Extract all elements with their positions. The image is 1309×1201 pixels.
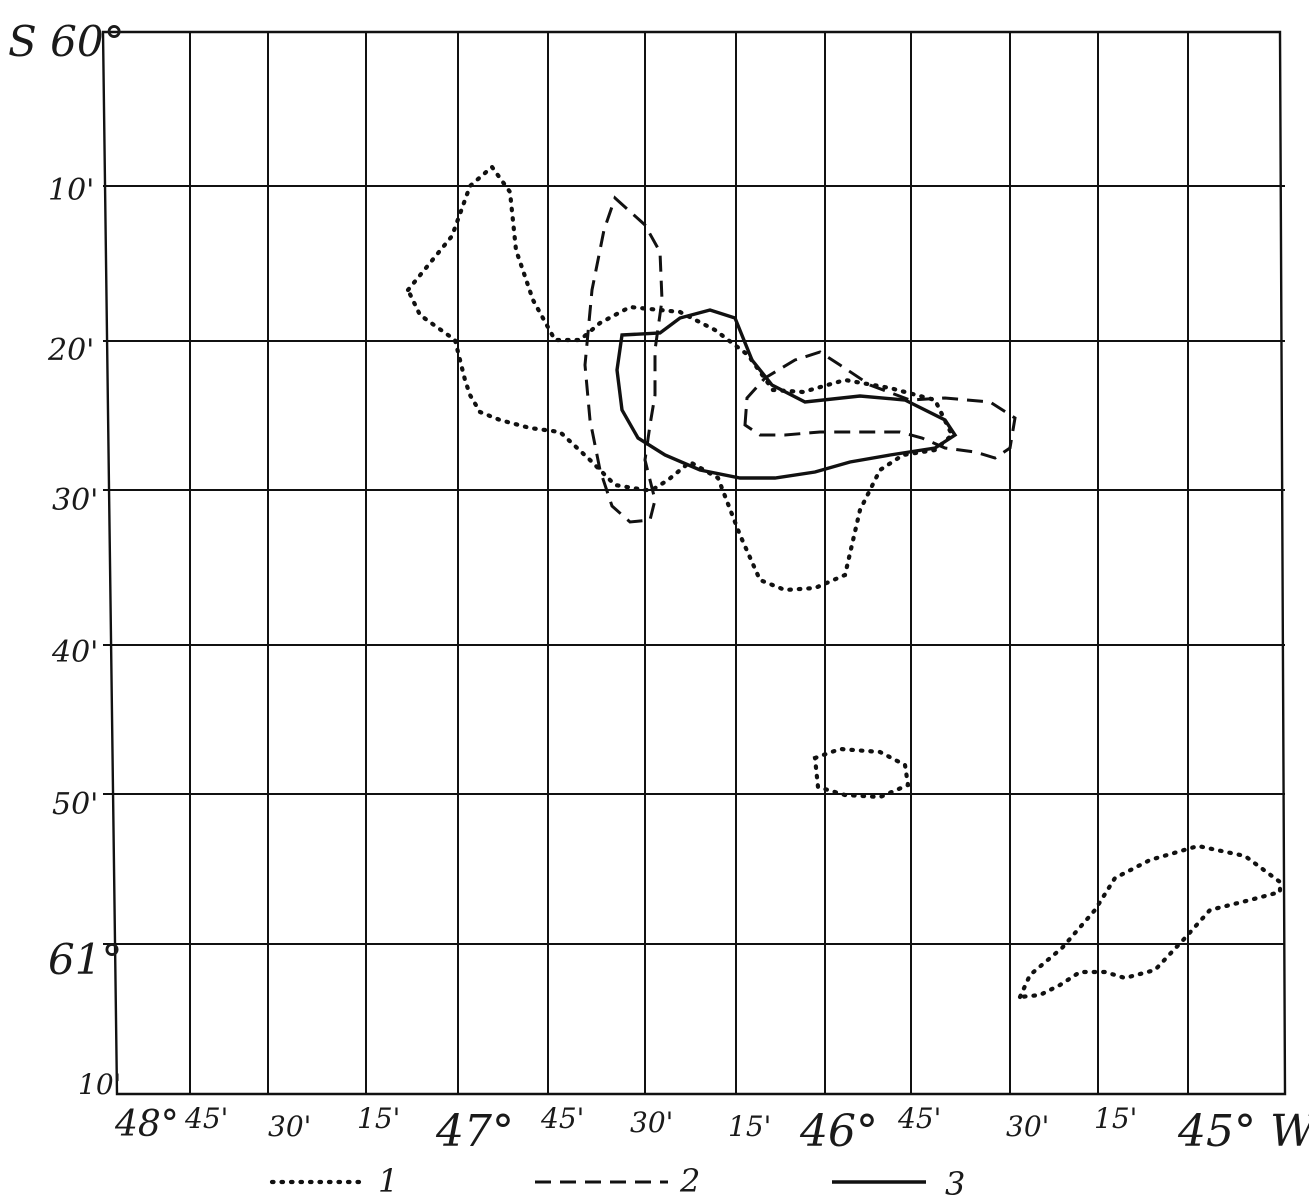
lon-label-45c: 45' <box>897 1102 941 1135</box>
longitude-grid <box>189 32 1189 1094</box>
lat-label-10-lower: 10' <box>78 1068 121 1101</box>
contour-2-dashed <box>583 195 1017 524</box>
map-frame <box>101 30 1287 1096</box>
contour-1-dotted <box>405 163 1283 1000</box>
latitude-grid <box>103 185 1285 945</box>
lon-label-45b: 45' <box>540 1102 584 1135</box>
lon-label-30b: 30' <box>630 1106 673 1139</box>
legend-label-1: 1 <box>378 1162 398 1200</box>
lon-label-46: 46° <box>799 1106 878 1157</box>
lon-label-48: 48° <box>114 1104 179 1145</box>
legend: 1 2 3 <box>269 1162 965 1201</box>
lon-label-45w: 45° W <box>1177 1106 1309 1157</box>
lat-label-10: 10' <box>48 173 94 208</box>
lon-label-47: 47° <box>435 1106 514 1157</box>
longitude-labels: 48° 45' 30' 15' 47° 45' 30' 15' 46° 45' … <box>114 1102 1309 1157</box>
lon-label-15b: 15' <box>728 1110 771 1143</box>
lat-label-61: 61° <box>48 935 122 984</box>
lon-label-15c: 15' <box>1094 1102 1137 1135</box>
legend-label-2: 2 <box>679 1162 700 1200</box>
lon-label-30c: 30' <box>1006 1110 1049 1143</box>
lat-label-30: 30' <box>52 483 98 518</box>
lat-label-20: 20' <box>47 333 94 368</box>
lon-label-30a: 30' <box>268 1110 311 1143</box>
lat-label-40: 40' <box>51 635 98 670</box>
latitude-labels: S 60° 10' 20' 30' 40' 50' 61° 10' <box>8 17 125 1101</box>
contour-3-solid <box>615 308 958 480</box>
legend-label-3: 3 <box>945 1165 965 1201</box>
lon-label-15a: 15' <box>357 1102 400 1135</box>
lat-label-50: 50' <box>52 787 98 822</box>
lon-label-45a: 45' <box>184 1102 228 1135</box>
lat-label-60: S 60° <box>8 17 125 66</box>
